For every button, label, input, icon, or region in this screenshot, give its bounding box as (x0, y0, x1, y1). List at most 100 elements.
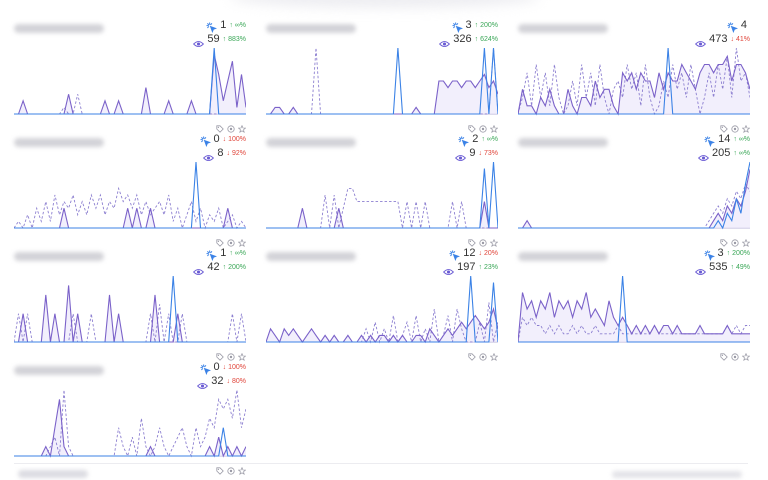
eye-icon[interactable] (731, 234, 739, 247)
clicks-change: ↓ 100% (222, 363, 246, 371)
site-card[interactable]: 4 473 ↓ 41% (518, 16, 751, 133)
clicks-change: ↑ 200% (474, 21, 498, 29)
views-count: 59 (207, 33, 220, 45)
previous-period-line (518, 182, 750, 229)
tag-icon[interactable] (468, 234, 476, 247)
tag-icon[interactable] (216, 462, 224, 475)
card-actions (468, 120, 499, 133)
star-icon[interactable] (741, 348, 751, 361)
star-icon[interactable] (237, 234, 247, 247)
traffic-sparkline (14, 275, 246, 343)
star-icon[interactable] (237, 348, 247, 361)
site-domain-blurred[interactable] (266, 138, 356, 147)
site-domain-blurred[interactable] (518, 252, 608, 261)
tag-icon[interactable] (216, 234, 224, 247)
views-change: ↓ 80% (226, 377, 246, 385)
site-domain-blurred[interactable] (266, 24, 356, 33)
views-metric: 8 ↓ 92% (203, 147, 246, 161)
traffic-sparkline (266, 47, 498, 115)
clicks-metric: 3 ↑ 200% (703, 247, 750, 261)
site-domain-blurred[interactable] (14, 366, 104, 375)
eye-icon[interactable] (479, 234, 487, 247)
clicks-metric: 0 ↓ 100% (199, 361, 246, 375)
star-icon[interactable] (489, 234, 499, 247)
cursor-click-icon (449, 248, 461, 261)
eye-icon[interactable] (227, 234, 235, 247)
clicks-line (518, 161, 750, 230)
views-area (518, 292, 750, 342)
site-card[interactable]: 1 ↑ ∞% 59 ↑ 883% (14, 16, 247, 133)
tag-icon[interactable] (720, 234, 728, 247)
cursor-click-icon (199, 362, 211, 375)
clicks-change: ↑ ∞% (733, 135, 750, 143)
star-icon[interactable] (741, 234, 751, 247)
tag-icon[interactable] (720, 348, 728, 361)
eye-icon[interactable] (227, 120, 235, 133)
views-area (266, 74, 498, 114)
site-domain-blurred[interactable] (266, 252, 356, 261)
eye-icon[interactable] (227, 462, 235, 475)
site-domain-blurred[interactable] (518, 24, 608, 33)
tag-icon[interactable] (468, 348, 476, 361)
cursor-click-icon (703, 248, 715, 261)
site-domain-blurred[interactable] (14, 138, 104, 147)
star-icon[interactable] (237, 120, 247, 133)
views-change: ↓ 41% (730, 35, 750, 43)
site-card[interactable]: 1 ↑ ∞% 42 ↑ 200% (14, 244, 247, 361)
tag-icon[interactable] (720, 120, 728, 133)
views-count: 197 (457, 261, 476, 273)
site-card[interactable]: 0 ↓ 100% 8 ↓ 92% (14, 130, 247, 247)
clicks-change: ↓ 100% (222, 135, 246, 143)
views-metric: 42 ↑ 200% (193, 261, 246, 275)
eye-icon (695, 35, 707, 47)
star-icon[interactable] (489, 348, 499, 361)
tag-icon[interactable] (468, 120, 476, 133)
eye-icon[interactable] (731, 120, 739, 133)
eye-icon (193, 35, 205, 47)
eye-icon[interactable] (479, 348, 487, 361)
site-domain-blurred[interactable] (14, 24, 104, 33)
cursor-click-icon (199, 134, 211, 147)
clicks-count: 1 (220, 247, 227, 259)
site-card[interactable]: 0 ↓ 100% 32 ↓ 80% (14, 358, 247, 475)
eye-icon (697, 149, 709, 161)
views-count: 9 (469, 147, 476, 159)
site-card[interactable]: 3 ↑ 200% 326 ↑ 624% (266, 16, 499, 133)
eye-icon[interactable] (731, 348, 739, 361)
traffic-sparkline (14, 47, 246, 115)
views-change: ↑ 883% (222, 35, 246, 43)
site-domain-blurred[interactable] (14, 252, 104, 261)
site-domain-blurred[interactable] (518, 138, 608, 147)
views-change: ↑ ∞% (733, 149, 750, 157)
views-count: 205 (711, 147, 731, 159)
star-icon[interactable] (489, 120, 499, 133)
clicks-line (14, 161, 246, 229)
views-count: 535 (709, 261, 728, 273)
previous-period-line (266, 187, 498, 229)
clicks-count: 0 (213, 361, 220, 373)
views-count: 326 (453, 33, 472, 45)
eye-icon[interactable] (479, 120, 487, 133)
views-metric: 197 ↑ 23% (443, 261, 498, 275)
clicks-metric: 1 ↑ ∞% (206, 247, 246, 261)
eye-icon[interactable] (227, 348, 235, 361)
site-card[interactable]: 14 ↑ ∞% 205 ↑ ∞% (518, 130, 751, 247)
tag-icon[interactable] (216, 120, 224, 133)
site-card[interactable]: 2 ↑ ∞% 9 ↓ 73% (266, 130, 499, 247)
cursor-click-icon (727, 20, 738, 33)
views-count: 32 (211, 375, 224, 387)
previous-period-line (14, 389, 246, 458)
star-icon[interactable] (237, 462, 247, 475)
clicks-line (518, 47, 750, 115)
card-actions (720, 234, 751, 247)
clicks-metric: 14 ↑ ∞% (704, 133, 750, 147)
site-card[interactable]: 12 ↓ 20% 197 ↑ 23% (266, 244, 499, 361)
tag-icon[interactable] (216, 348, 224, 361)
views-change: ↓ 73% (478, 149, 498, 157)
eye-icon (439, 35, 451, 47)
card-actions (216, 348, 247, 361)
star-icon[interactable] (741, 120, 751, 133)
site-card[interactable]: 3 ↑ 200% 535 ↑ 49% (518, 244, 751, 361)
views-area (266, 309, 498, 342)
card-actions (468, 348, 499, 361)
